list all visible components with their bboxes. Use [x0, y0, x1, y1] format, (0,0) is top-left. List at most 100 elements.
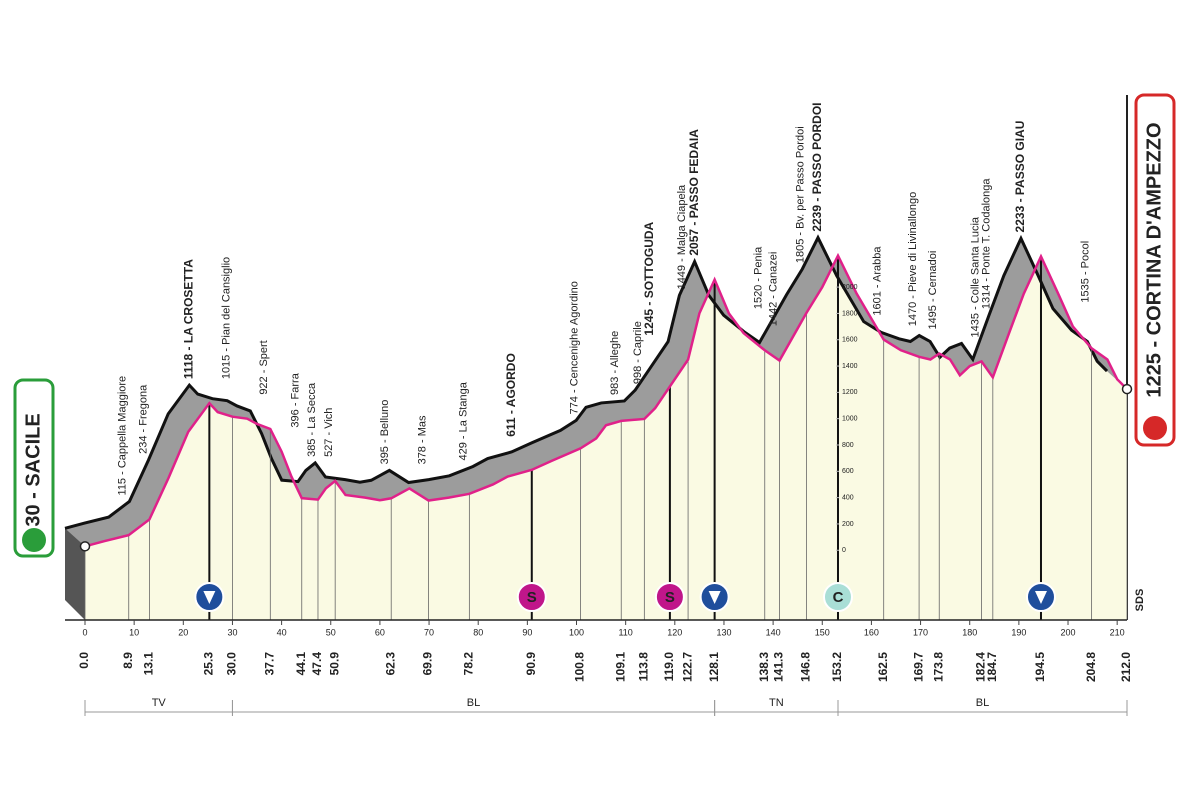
x-tick-label: 90	[522, 627, 532, 637]
y-tick-label: 800	[842, 442, 854, 449]
x-tick-label: 30	[227, 627, 237, 637]
y-tick-label: 0	[842, 547, 846, 554]
km-label: 47.4	[310, 652, 324, 676]
km-label: 204.8	[1084, 652, 1098, 682]
waypoint-label: 385 - La Secca	[306, 382, 318, 457]
profile-relief	[65, 237, 1127, 547]
finish-label: 1225 - CORTINA D'AMPEZZO	[1143, 122, 1165, 397]
profile-front	[65, 527, 85, 620]
waypoint-label: 378 - Mas	[416, 415, 428, 464]
km-label: 0.0	[77, 652, 91, 669]
km-label: 146.8	[799, 652, 813, 682]
x-tick-label: 50	[326, 627, 336, 637]
km-label: 62.3	[383, 652, 397, 676]
km-label: 113.8	[637, 652, 651, 682]
km-label: 122.7	[680, 652, 694, 682]
km-label: 90.9	[524, 652, 538, 676]
waypoint-label: 2239 - PASSO PORDOI	[810, 103, 824, 232]
waypoint-label: 2057 - PASSO FEDAIA	[687, 129, 701, 256]
waypoint-label: 396 - Farra	[290, 372, 302, 427]
region-label: BL	[467, 697, 480, 709]
y-tick-label: 1000	[842, 416, 858, 423]
y-tick-label: 1200	[842, 389, 858, 396]
x-tick-label: 110	[618, 627, 632, 637]
km-label: 8.9	[121, 652, 135, 669]
profile-ridge	[64, 234, 1109, 530]
endpoint-dot	[1121, 383, 1133, 395]
waypoint-label: 774 - Cencenighe Agordino	[568, 281, 580, 414]
km-label: 212.0	[1119, 652, 1133, 682]
start-icon	[22, 528, 46, 552]
waypoint-label: 1449 - Malga Ciapela	[676, 184, 688, 289]
km-label: 141.3	[772, 652, 786, 682]
km-label: 194.5	[1033, 652, 1047, 682]
x-tick-label: 120	[667, 627, 682, 637]
waypoint-label: 115 - Cappella Maggiore	[117, 376, 129, 496]
km-label: 169.7	[911, 652, 925, 682]
y-tick-label: 1800	[842, 310, 858, 317]
x-tick-label: 150	[815, 627, 830, 637]
x-tick-label: 20	[178, 627, 188, 637]
waypoint-label: 1535 - Pocol	[1080, 241, 1092, 303]
km-label: 128.1	[707, 652, 721, 682]
waypoint-label: 234 - Fregona	[137, 384, 149, 454]
waypoint-label: 1442 - Canazei	[767, 252, 779, 327]
marker	[516, 582, 547, 612]
endpoint-dot	[79, 541, 91, 552]
waypoint-label: 1015 - Pian del Cansiglio	[220, 257, 232, 379]
km-label: 184.7	[985, 652, 999, 682]
km-label: 30.0	[225, 652, 239, 676]
marker-symbol: C	[833, 589, 844, 606]
km-label: 13.1	[142, 652, 156, 676]
y-tick-label: 400	[842, 494, 854, 501]
waypoint-label: 1805 - Bv. per Passo Pordoi	[794, 126, 806, 263]
waypoint-label: 922 - Spert	[258, 340, 270, 394]
km-label: 37.7	[262, 652, 276, 676]
waypoint-label: 1435 - Colle Santa Lucia	[969, 216, 981, 337]
x-tick-label: 170	[913, 627, 928, 637]
x-tick-label: 140	[766, 627, 781, 637]
waypoint-label: 2233 - PASSO GIAU	[1013, 121, 1027, 233]
region-label: TV	[152, 697, 167, 709]
waypoint-label: 983 - Alleghe	[609, 331, 621, 395]
y-tick-label: 1400	[842, 363, 858, 370]
waypoint-label: 1314 - Ponte T. Codalonga	[981, 178, 993, 310]
waypoint-label: 998 - Caprile	[632, 321, 644, 384]
x-tick-label: 160	[864, 627, 879, 637]
marker-icon	[708, 591, 721, 604]
region-label: BL	[976, 697, 989, 709]
waypoint-label: 527 - Vich	[323, 408, 335, 457]
plot: 0 10 20 30 40 50 60 70 80 90 100 110 120 130 140 150 160…	[64, 103, 1133, 716]
marker	[822, 582, 853, 612]
x-tick-label: 70	[424, 627, 434, 637]
km-label: 44.1	[294, 652, 308, 676]
profile-fill	[85, 255, 1127, 620]
waypoint-label: 1601 - Arabba	[872, 246, 884, 316]
y-tick-label: 1600	[842, 337, 858, 344]
finish-box	[1134, 93, 1176, 447]
marker	[654, 582, 685, 612]
waypoint-label: 611 - AGORDO	[504, 353, 518, 437]
waypoint-label: 1495 - Cernadoi	[927, 251, 939, 330]
y-tick-label: 600	[842, 468, 854, 475]
x-tick-label: 80	[473, 627, 483, 637]
start-box	[13, 378, 55, 558]
start-label: 30 - SACILE	[22, 413, 44, 526]
profile-line	[84, 252, 1128, 548]
km-label: 173.8	[931, 652, 945, 682]
marker-symbol: S	[665, 589, 675, 606]
x-tick-label: 40	[277, 627, 287, 637]
km-label: 69.9	[421, 652, 435, 676]
km-label: 138.3	[757, 652, 771, 682]
marker-icon	[1034, 591, 1047, 604]
x-tick-label: 130	[716, 627, 731, 637]
km-label: 78.2	[462, 652, 476, 676]
km-label: 109.1	[613, 652, 627, 682]
km-label: 100.8	[573, 652, 587, 682]
x-tick-label: 180	[962, 627, 977, 637]
km-label: 182.4	[974, 652, 988, 682]
x-tick-label: 0	[82, 627, 87, 637]
km-label: 25.3	[202, 652, 216, 676]
km-label: 162.5	[876, 652, 890, 682]
